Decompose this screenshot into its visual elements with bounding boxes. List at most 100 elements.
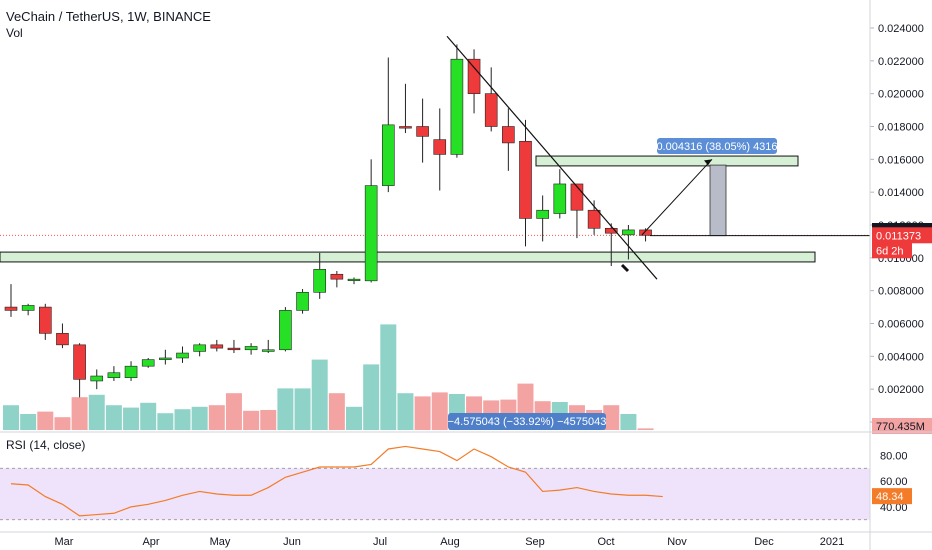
candle-body xyxy=(296,292,309,311)
candle-body xyxy=(622,229,635,236)
candle-body xyxy=(176,352,189,359)
chart-legend: VeChain / TetherUS, 1W, BINANCE Vol xyxy=(6,8,211,42)
volume-bar xyxy=(243,410,260,430)
rsi-label: RSI (14, close) xyxy=(6,438,86,452)
candle-body xyxy=(73,344,86,380)
volume-bar xyxy=(208,405,225,430)
x-tick-label: 2021 xyxy=(820,536,844,548)
candle-body xyxy=(244,346,258,351)
volume-bar xyxy=(157,413,174,430)
candle-body xyxy=(210,344,224,349)
volume-bar xyxy=(105,405,122,430)
x-tick-label: Oct xyxy=(597,536,614,548)
y-tick-label: 0.014000 xyxy=(878,187,924,199)
volume-bar xyxy=(397,393,414,430)
volume-bar xyxy=(431,392,448,430)
volume-bar xyxy=(3,405,19,430)
candle-body xyxy=(193,344,206,352)
x-tick-label: Mar xyxy=(55,536,74,548)
measure-box xyxy=(709,164,727,237)
candle-body xyxy=(536,209,549,219)
x-tick-label: Jul xyxy=(373,536,387,548)
candle-body xyxy=(107,372,121,378)
rsi-pane: 80.00 60.00 40.00 xyxy=(0,445,908,521)
countdown-badge-text: 6d 2h xyxy=(876,245,904,257)
candle-body xyxy=(56,333,69,346)
rsi-value-badge-text: 48.34 xyxy=(876,491,904,503)
volume-bar xyxy=(37,411,54,430)
measure-label-box xyxy=(657,138,777,154)
x-tick-label: Apr xyxy=(142,536,159,548)
projection-arrowhead xyxy=(704,159,712,166)
candle-body xyxy=(587,209,601,229)
volume-bar xyxy=(191,406,208,430)
rsi-band xyxy=(0,468,870,520)
projection-line xyxy=(641,158,713,236)
volume-bar xyxy=(414,396,431,430)
support-zone-rect xyxy=(0,251,816,263)
volume-badge-box xyxy=(872,418,932,434)
candle-body xyxy=(330,273,344,280)
drawings: 0.004316 (38.05%) 4316 −4.575043 (−33.92%… xyxy=(446,35,870,430)
volume-bar xyxy=(140,402,157,430)
volume-bar xyxy=(71,397,88,430)
candle-body xyxy=(484,93,498,127)
volume-bar xyxy=(603,405,620,430)
volume-bar xyxy=(174,409,191,430)
candle-body xyxy=(141,359,155,367)
candle-body xyxy=(450,58,464,155)
resistance-zone-rect xyxy=(535,155,799,167)
candle-body xyxy=(21,305,35,311)
x-tick-label: May xyxy=(210,536,231,548)
candle-body xyxy=(159,357,172,360)
candle-body xyxy=(38,306,52,334)
downtrend-line xyxy=(446,35,658,280)
volume-bar xyxy=(20,414,37,430)
y-tick-label: 0.020000 xyxy=(878,89,924,101)
volume-bar xyxy=(123,407,140,430)
volume-bar xyxy=(311,359,328,430)
y-tick-label: 0.004000 xyxy=(878,351,924,363)
y-tick-label: 0.008000 xyxy=(878,286,924,298)
candle-body xyxy=(570,183,584,211)
candles xyxy=(4,44,652,398)
volume-bar xyxy=(380,324,397,430)
candle-body xyxy=(399,126,412,129)
candle-body xyxy=(347,278,361,281)
candle-body xyxy=(227,347,241,351)
candle-body xyxy=(502,126,515,144)
volume-bar xyxy=(346,406,362,430)
measure-label-text: 0.004316 (38.05%) 4316 xyxy=(656,141,777,153)
volume-bar xyxy=(277,388,294,430)
candle-body xyxy=(313,269,327,293)
x-tick-label: Dec xyxy=(754,536,774,548)
volume-bar xyxy=(260,410,277,430)
candle-body xyxy=(604,227,618,234)
neg-measure-box xyxy=(448,413,606,430)
volume-bar xyxy=(225,393,242,430)
candle-body xyxy=(261,349,275,352)
y-tick-label: 0.022000 xyxy=(878,56,924,68)
y-tick-label: 0.018000 xyxy=(878,122,924,134)
candle-body xyxy=(416,126,429,137)
volume-bar xyxy=(88,394,105,430)
rsi-tick-label: 80.00 xyxy=(880,450,908,462)
candle-body xyxy=(4,306,18,311)
volume-bar xyxy=(294,388,311,430)
rsi-tick-label: 60.00 xyxy=(880,476,908,488)
volume-bar xyxy=(54,417,71,430)
y-tick-label: 0.002000 xyxy=(878,384,924,396)
vol-label: Vol xyxy=(6,26,23,40)
candle-body xyxy=(467,58,481,94)
chart-title: VeChain / TetherUS, 1W, BINANCE xyxy=(6,9,211,24)
x-axis: Mar Apr May Jun Jul Aug Sep Oct Nov Dec 2021 xyxy=(55,536,845,548)
candle-body xyxy=(90,375,104,382)
rsi-line xyxy=(10,445,663,517)
candle-body xyxy=(279,310,292,351)
volume-badge-text: 770.435M xyxy=(876,421,925,433)
x-tick-label: Jun xyxy=(283,536,301,548)
candle-body xyxy=(519,140,532,219)
candle-body xyxy=(433,139,447,155)
